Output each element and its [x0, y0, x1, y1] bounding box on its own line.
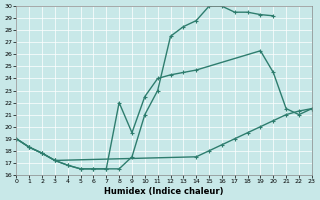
X-axis label: Humidex (Indice chaleur): Humidex (Indice chaleur): [104, 187, 224, 196]
